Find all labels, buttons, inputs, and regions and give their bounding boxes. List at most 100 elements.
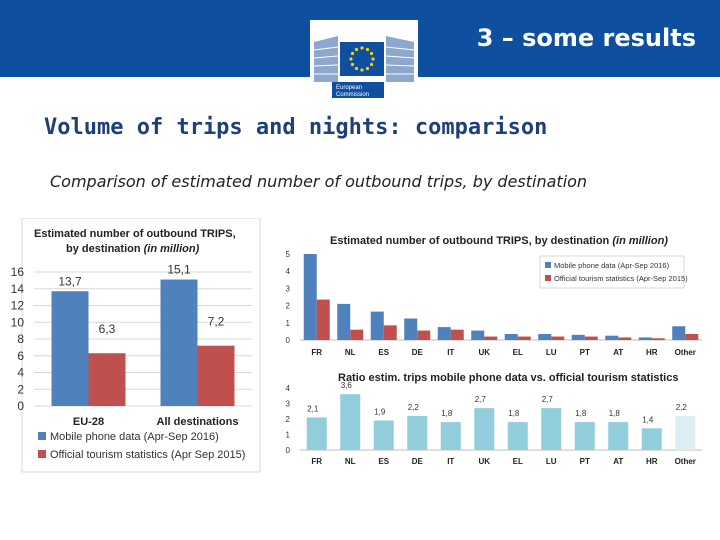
data-label: 1,8 [508,409,520,418]
data-label: 2,2 [408,403,420,412]
bar [440,422,461,450]
y-tick-label: 2 [286,415,291,424]
eu-star [349,57,353,61]
deck-section-title: 3 – some results [476,24,696,52]
data-label: 13,7 [58,274,82,288]
y-tick-label: 6 [17,349,24,363]
y-tick-label: 3 [286,400,291,409]
eu-star [369,51,374,56]
x-tick-label: FR [311,348,322,357]
legend-swatch [545,275,551,281]
x-tick-label: All destinations [157,416,239,428]
logo-text-line1: European [336,85,362,91]
y-tick-label: 0 [17,399,24,413]
eu-star [371,57,375,61]
x-tick-label: UK [478,457,490,466]
y-tick-label: 3 [286,284,291,293]
x-tick-label: EU-28 [73,416,104,428]
data-label: 1,9 [374,408,386,417]
bar [450,329,464,340]
legend-swatch [38,450,46,458]
x-tick-label: LU [546,457,557,466]
bar [316,299,330,340]
bar [574,422,595,450]
bar [407,415,428,450]
bar [160,279,198,406]
bar [370,311,384,340]
bar [551,336,565,340]
y-tick-label: 8 [17,332,24,346]
y-tick-label: 2 [17,382,24,396]
bar [474,408,495,450]
chart-trips-by-destination: Estimated number of outbound TRIPS, by d… [286,235,702,357]
bar [672,326,686,340]
bar [517,336,531,340]
logo-graphic: European Commission [313,36,415,98]
x-tick-label: NL [345,348,356,357]
bar [638,337,652,340]
eu-star [354,66,359,71]
y-tick-label: 12 [11,299,25,313]
chart-ratio-by-destination: Ratio estim. trips mobile phone data vs.… [286,372,702,466]
chart-title: Estimated number of outbound TRIPS, by d… [330,235,668,247]
data-label: 7,2 [208,315,225,329]
x-tick-label: HR [646,457,658,466]
x-tick-label: IT [447,348,454,357]
x-tick-label: PT [580,348,590,357]
chart-title-unit: (in million) [144,243,200,255]
european-commission-logo: European Commission [310,20,418,98]
bar [651,338,665,340]
y-tick-label: 4 [286,267,291,276]
bar [507,422,528,450]
eu-star [365,66,370,71]
slide-title: Volume of trips and nights: comparison [44,115,548,140]
bar [340,394,361,450]
chart-title: Ratio estim. trips mobile phone data vs.… [338,372,678,384]
legend-label: Official tourism statistics (Apr Sep 201… [50,449,245,461]
chart-title-line1: Estimated number of outbound TRIPS, [34,228,236,240]
legend-label: Mobile phone data (Apr-Sep 2016) [554,261,670,270]
x-tick-label: ES [378,457,389,466]
x-tick-label: HR [646,348,658,357]
legend-swatch [545,262,551,268]
data-label: 2,2 [676,403,688,412]
chart-title-line2: by destination (in million) [66,243,200,255]
y-tick-label: 4 [17,366,24,380]
data-label: 2,1 [307,404,319,413]
x-tick-label: Other [675,348,696,357]
eu-star [365,47,370,52]
data-label: 1,8 [441,409,453,418]
bar [383,325,397,340]
data-label: 1,4 [642,415,654,424]
eu-star [369,62,374,67]
legend-label: Mobile phone data (Apr-Sep 2016) [50,431,219,443]
data-label: 6,3 [99,322,116,336]
x-tick-label: ES [378,348,389,357]
bar [337,303,351,340]
bar [641,428,662,450]
bar [538,333,552,340]
bar [484,336,498,340]
x-tick-label: EL [513,457,523,466]
bar [417,330,431,340]
data-label: 2,7 [542,395,554,404]
bar [504,333,518,340]
bar [404,318,418,340]
x-tick-label: IT [447,457,454,466]
data-label: 3,6 [341,381,353,390]
bar [608,422,629,450]
bar [437,327,451,340]
x-tick-label: DE [412,348,424,357]
data-label: 15,1 [167,263,191,277]
bar [303,254,317,340]
data-label: 2,7 [475,395,487,404]
y-tick-label: 14 [11,282,25,296]
bar [197,345,235,406]
bar [571,334,585,340]
y-tick-label: 10 [11,315,25,329]
x-tick-label: AT [613,348,623,357]
bar [584,336,598,340]
logo-text-line2: Commission [336,92,369,98]
bar [685,333,699,340]
x-tick-label: UK [478,348,490,357]
